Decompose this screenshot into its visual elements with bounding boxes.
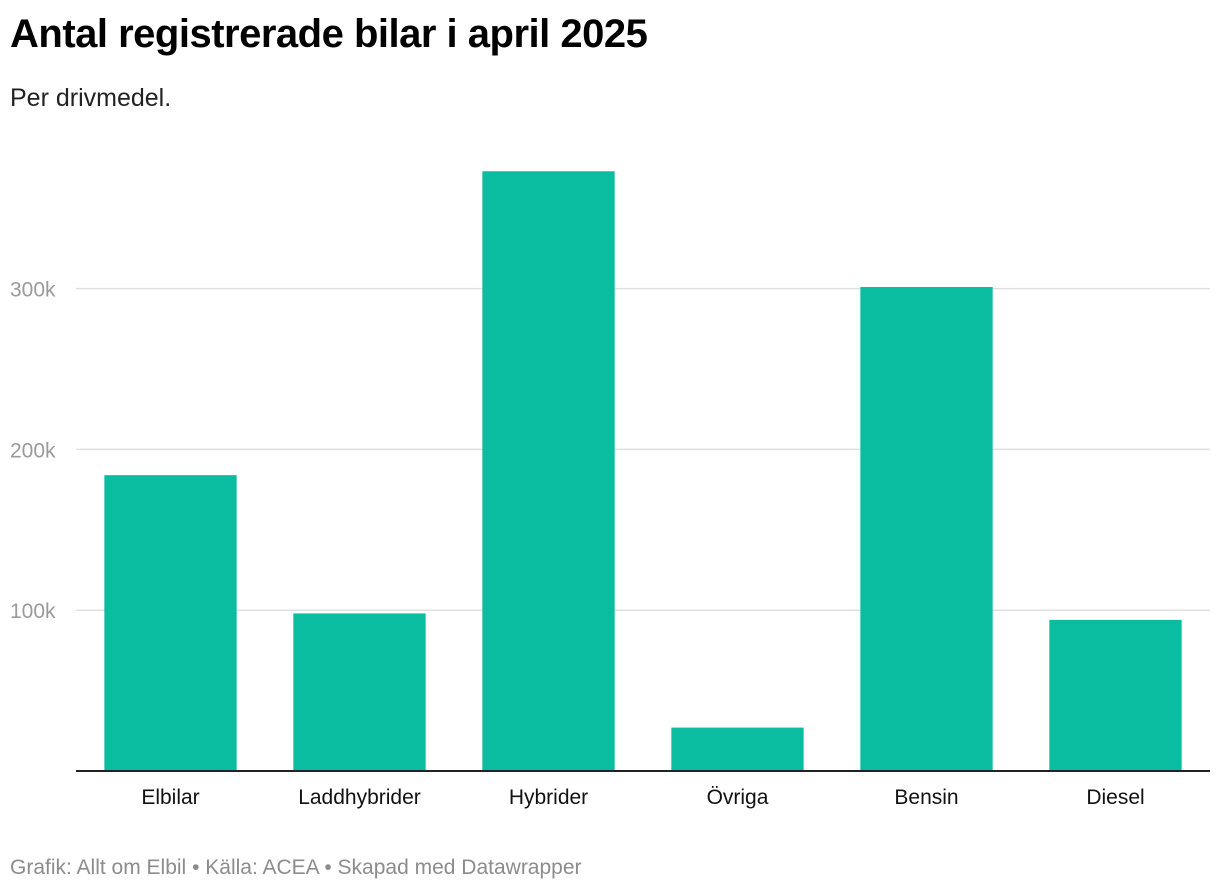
bar: [293, 613, 426, 771]
x-axis-labels: Elbilar Laddhybrider Hybrider Övriga Bensin D…: [141, 786, 1144, 809]
bar: [482, 171, 615, 772]
x-category-label: Hybrider: [509, 786, 588, 809]
x-category-label: Bensin: [894, 786, 958, 809]
bar: [1049, 619, 1182, 771]
footer-separator: •: [324, 856, 332, 879]
chart-title: Antal registrerade bilar i april 2025: [10, 12, 648, 56]
x-category-label: Diesel: [1086, 786, 1144, 809]
gridlines: [76, 287, 1210, 611]
y-tick-label: 100k: [10, 600, 56, 623]
y-tick-label: 200k: [10, 439, 56, 462]
bar: [860, 287, 993, 771]
footer-tool: Skapad med Datawrapper: [337, 856, 582, 879]
x-category-label: Övriga: [707, 786, 769, 809]
footer-separator: •: [192, 856, 200, 879]
y-axis-labels: 100k 200k 300k: [10, 279, 56, 624]
footer-source: Källa: ACEA: [205, 856, 319, 879]
footer-credit: Grafik: Allt om Elbil: [10, 856, 187, 879]
x-category-label: Laddhybrider: [298, 786, 421, 809]
bars: [104, 171, 1182, 772]
bar: [671, 727, 804, 771]
x-category-label: Elbilar: [141, 786, 199, 809]
y-tick-label: 300k: [10, 279, 56, 302]
bar: [104, 475, 237, 771]
footer: Grafik: Allt om Elbil • Källa: ACEA • Sk…: [10, 856, 582, 880]
chart-subtitle: Per drivmedel.: [10, 84, 172, 112]
